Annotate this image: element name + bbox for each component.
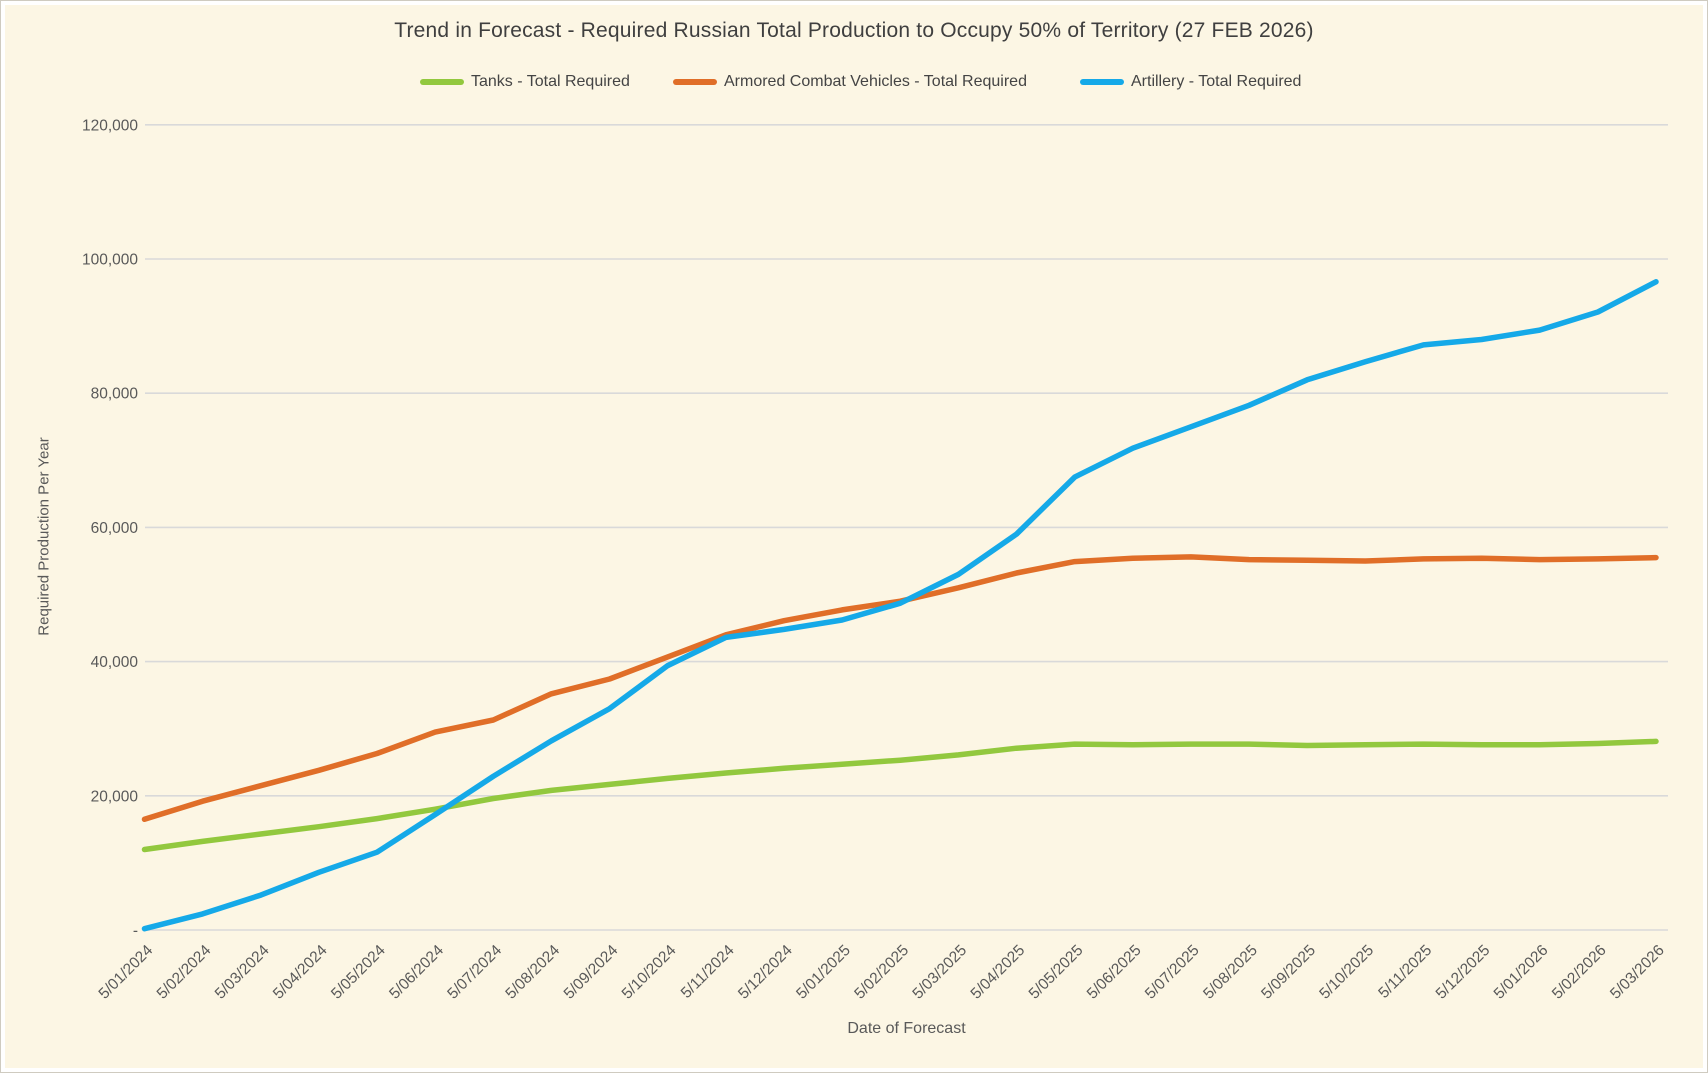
chart-canvas: 120,000 100,000 80,000 60,000 40,000 20,000-5… bbox=[5, 5, 1703, 1068]
x-axis-tick-label: 5/07/2025 bbox=[1142, 942, 1203, 1003]
x-axis-tick-label: 5/01/2026 bbox=[1491, 942, 1552, 1003]
y-axis-tick-label: 60,000 bbox=[91, 520, 139, 537]
x-axis-tick-label: 5/02/2026 bbox=[1549, 942, 1610, 1003]
legend-item: Artillery - Total Required bbox=[1080, 73, 1301, 91]
line-chart-plot-area: 120,000100,00080,00060,00040,00020,000-5… bbox=[82, 117, 1668, 1003]
x-axis-tick-label: 5/10/2025 bbox=[1316, 942, 1377, 1003]
x-axis-tick-label: 5/02/2025 bbox=[851, 942, 912, 1003]
y-axis-tick-label: 40,000 bbox=[91, 654, 139, 671]
y-axis-tick-label: - bbox=[133, 923, 138, 940]
y-axis-tick-label: 80,000 bbox=[91, 386, 139, 403]
series-line-tanks bbox=[141, 738, 1659, 853]
legend-swatch bbox=[420, 79, 464, 85]
x-axis-tick-label: 5/09/2024 bbox=[561, 942, 622, 1003]
x-axis-tick-label: 5/01/2025 bbox=[793, 942, 854, 1003]
x-axis-tick-label: 5/06/2025 bbox=[1084, 942, 1145, 1003]
chart-title: Trend in Forecast - Required Russian Tot… bbox=[394, 19, 1314, 42]
x-axis-tick-label: 5/11/2024 bbox=[678, 942, 738, 1002]
x-axis-tick-label: 5/08/2025 bbox=[1200, 942, 1261, 1003]
series-line-armored bbox=[141, 554, 1659, 823]
series-line-artillery bbox=[141, 279, 1659, 932]
x-axis-tick-label: 5/12/2025 bbox=[1433, 942, 1494, 1003]
x-axis-tick-label: 5/06/2024 bbox=[386, 942, 447, 1003]
y-axis-tick-label: 20,000 bbox=[91, 788, 139, 805]
x-axis-title: Date of Forecast bbox=[847, 1020, 966, 1037]
x-axis-tick-label: 5/07/2024 bbox=[444, 942, 505, 1003]
legend-label: Artillery - Total Required bbox=[1131, 73, 1302, 90]
y-axis-tick-label: 100,000 bbox=[82, 252, 138, 269]
x-axis-tick-label: 5/11/2025 bbox=[1375, 942, 1435, 1002]
legend-swatch bbox=[673, 79, 717, 85]
legend-label: Tanks - Total Required bbox=[471, 73, 630, 90]
legend-label: Armored Combat Vehicles - Total Required bbox=[724, 73, 1027, 90]
chart-legend: Tanks - Total Required Armored Combat Veh… bbox=[5, 73, 1703, 97]
x-axis-tick-label: 5/01/2024 bbox=[96, 942, 157, 1003]
x-axis-tick-label: 5/09/2025 bbox=[1258, 942, 1319, 1003]
y-axis-tick-label: 120,000 bbox=[82, 117, 138, 134]
y-axis-title: Required Production Per Year bbox=[35, 437, 53, 636]
legend-item: Tanks - Total Required bbox=[420, 73, 630, 91]
x-axis-tick-label: 5/08/2024 bbox=[502, 942, 563, 1003]
x-axis-tick-label: 5/05/2024 bbox=[328, 942, 389, 1003]
x-axis-tick-label: 5/03/2026 bbox=[1607, 942, 1668, 1003]
x-axis-tick-label: 5/03/2024 bbox=[212, 942, 273, 1003]
x-axis-tick-label: 5/12/2024 bbox=[735, 942, 796, 1003]
x-axis-tick-label: 5/03/2025 bbox=[909, 942, 970, 1003]
x-axis-tick-label: 5/04/2024 bbox=[270, 942, 331, 1003]
legend-swatch bbox=[1080, 79, 1124, 85]
x-axis-tick-label: 5/05/2025 bbox=[1026, 942, 1087, 1003]
x-axis-tick-label: 5/10/2024 bbox=[619, 942, 680, 1003]
x-axis-tick-label: 5/04/2025 bbox=[968, 942, 1029, 1003]
x-axis-tick-label: 5/02/2024 bbox=[154, 942, 215, 1003]
legend-item: Armored Combat Vehicles - Total Required bbox=[673, 73, 1027, 91]
